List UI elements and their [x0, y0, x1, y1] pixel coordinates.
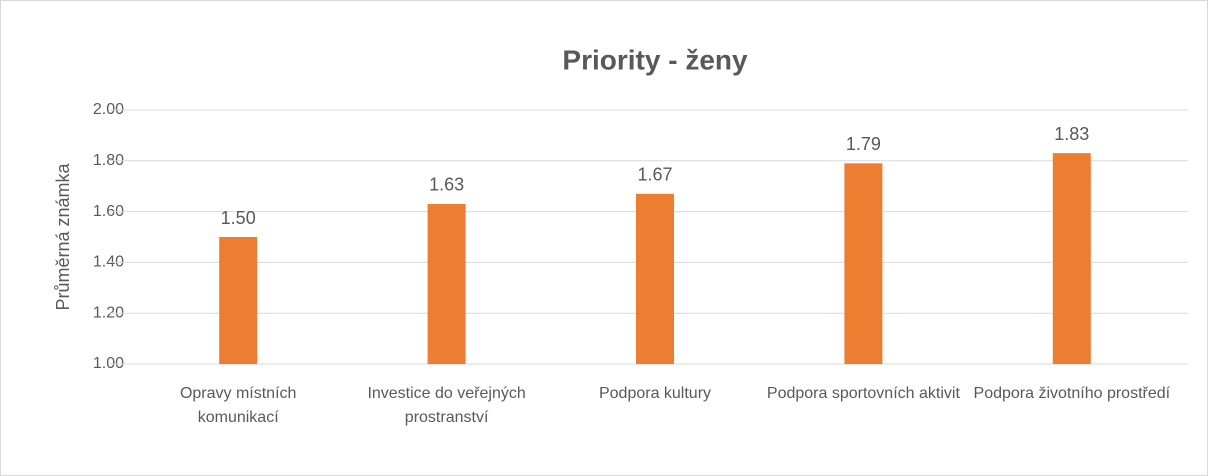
data-label: 1.50	[221, 208, 256, 228]
chart-title: Priority - ženy	[562, 44, 748, 75]
bar	[636, 193, 674, 364]
x-tick-label: Podpora kultury	[598, 385, 712, 402]
x-tick-label: Podpora životního prostředí	[973, 385, 1171, 402]
data-label: 1.79	[846, 134, 881, 154]
bar	[219, 237, 258, 364]
y-tick-label: 2.00	[93, 101, 124, 118]
data-label: 1.83	[1054, 124, 1089, 144]
data-label: 1.63	[429, 175, 464, 195]
y-tick-label: 1.40	[93, 254, 124, 271]
y-tick-label: 1.00	[93, 355, 124, 372]
bar	[1052, 153, 1091, 364]
x-tick-label: Opravy místních komunikací	[179, 385, 297, 426]
data-label: 1.67	[637, 165, 672, 185]
bar	[844, 163, 883, 364]
y-axis-label: Průměrná známka	[53, 162, 73, 310]
y-tick-label: 1.60	[93, 203, 124, 220]
y-tick-label: 1.20	[93, 304, 124, 321]
bar	[427, 203, 466, 364]
x-tick-label: Investice do veřejných prostranství	[367, 385, 526, 426]
x-tick-label: Podpora sportovních aktivit	[766, 385, 960, 402]
y-tick-label: 1.80	[93, 152, 124, 169]
